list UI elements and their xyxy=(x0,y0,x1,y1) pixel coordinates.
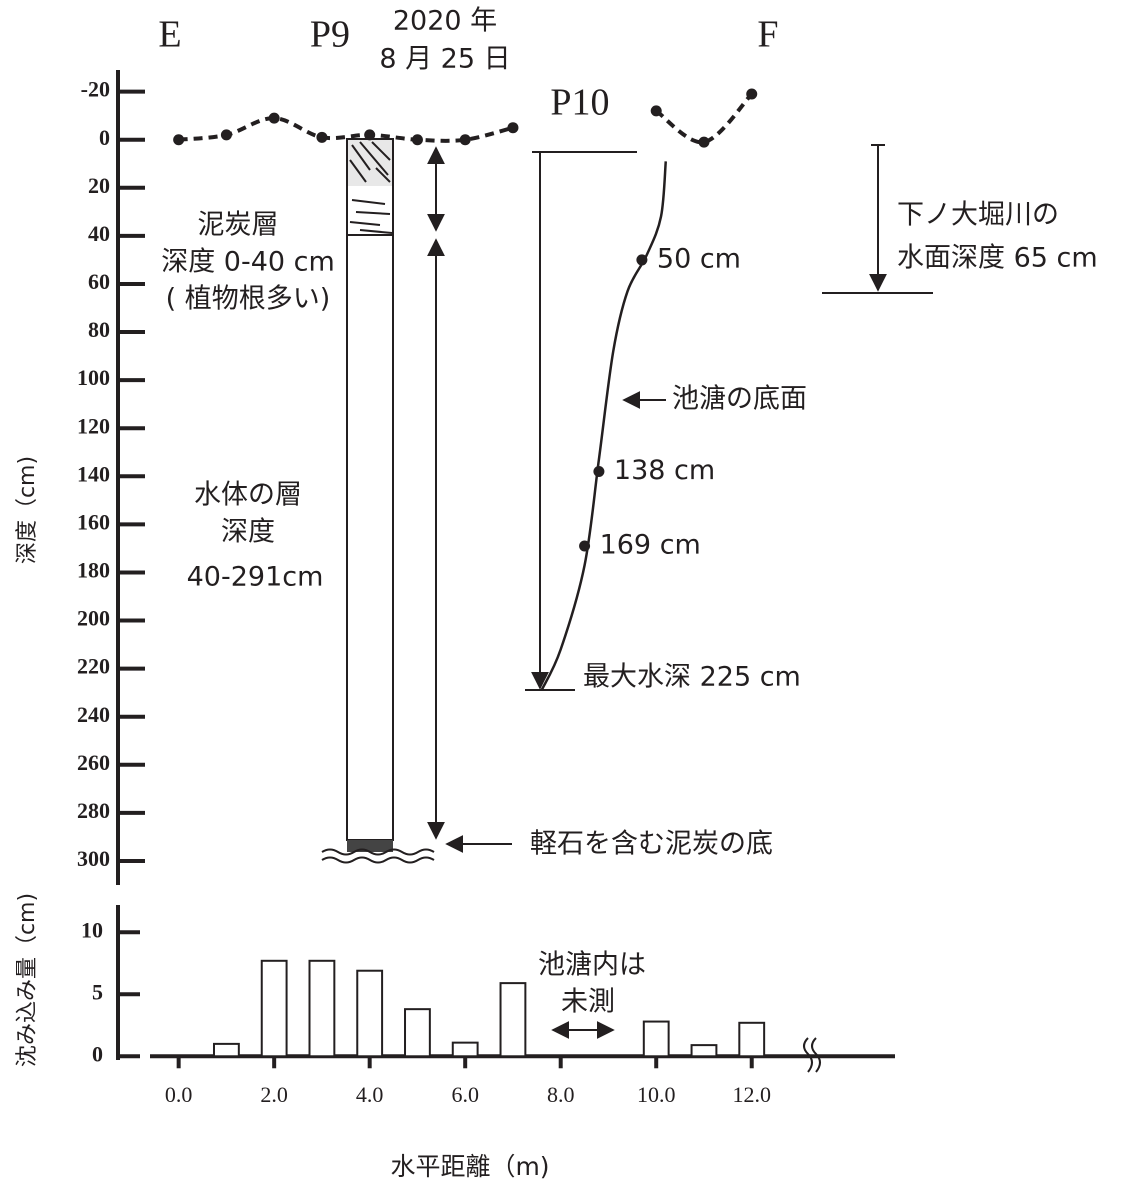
annotation: 8 月 25 日 xyxy=(379,44,510,75)
y-tick-label: 100 xyxy=(77,365,110,390)
x-axis-label: 水平距離（m) xyxy=(390,1152,549,1181)
annotation: 水面深度 65 cm xyxy=(897,243,1098,274)
bar xyxy=(356,969,384,1058)
point-marker xyxy=(746,88,758,100)
y-tick-label: -20 xyxy=(81,77,110,102)
y-tick-label: 260 xyxy=(77,750,110,775)
guide-arrows xyxy=(427,144,933,1073)
point-marker xyxy=(650,105,662,117)
x-tick-label: 12.0 xyxy=(732,1082,771,1107)
y-tick-label: 0 xyxy=(99,125,110,150)
annotation: 40-291cm xyxy=(187,562,324,593)
y-tick-label: 20 xyxy=(88,173,110,198)
point-marker xyxy=(173,134,185,146)
y-tick-label: 80 xyxy=(88,317,110,342)
x-tick-label: 4.0 xyxy=(356,1082,384,1107)
annotation: 池溏の底面 xyxy=(672,384,807,415)
point-marker xyxy=(698,136,710,148)
annotation: ( 植物根多い) xyxy=(166,284,331,315)
annotation: 水体の層 xyxy=(194,480,302,511)
y-tick-label: 240 xyxy=(77,702,110,727)
y-tick-label: 280 xyxy=(77,798,110,823)
y-tick-label: 220 xyxy=(77,654,110,679)
bar xyxy=(404,1008,431,1058)
annotation: 下ノ大堀川の xyxy=(897,200,1059,231)
point-marker xyxy=(268,112,280,124)
annotation: P9 xyxy=(310,14,350,56)
x-tick-label: 2.0 xyxy=(260,1082,288,1107)
y-tick-label: 120 xyxy=(77,413,110,438)
annotation: F xyxy=(757,14,778,56)
bar xyxy=(738,1021,766,1058)
annotation: E xyxy=(158,14,181,56)
bar xyxy=(260,959,288,1058)
point-marker xyxy=(507,122,519,134)
annotation: 泥炭層 xyxy=(198,210,279,241)
y-tick-label: 140 xyxy=(77,461,110,486)
point-label: 50 cm xyxy=(657,243,741,274)
y-axis-label: 深度（cm) xyxy=(15,456,40,564)
x-tick-label: 0.0 xyxy=(165,1082,193,1107)
annotation: P10 xyxy=(550,82,609,124)
point-marker xyxy=(364,129,376,141)
bar xyxy=(212,1042,240,1058)
x-tick-label: 6.0 xyxy=(451,1082,479,1107)
y-tick-label: 5 xyxy=(92,979,103,1004)
annotation: 軽石を含む泥炭の底 xyxy=(530,829,773,860)
y-tick-label: 0 xyxy=(92,1041,103,1066)
annotation: 深度 xyxy=(221,517,275,548)
y-tick-label: 200 xyxy=(77,606,110,631)
point-marker xyxy=(459,134,471,146)
point-marker xyxy=(579,540,591,552)
point-label: 169 cm xyxy=(600,530,701,561)
y-tick-label: 160 xyxy=(77,509,110,534)
annotation: 最大水深 225 cm xyxy=(583,662,801,693)
point-marker xyxy=(636,254,648,266)
bar xyxy=(308,959,336,1058)
y-tick-label: 300 xyxy=(77,846,110,871)
annotation: 深度 0-40 cm xyxy=(161,247,335,278)
point-marker xyxy=(593,465,605,477)
y-tick-label: 40 xyxy=(88,221,110,246)
x-tick-label: 10.0 xyxy=(637,1082,676,1107)
y-tick-label: 10 xyxy=(81,917,103,942)
y-tick-label: 60 xyxy=(88,269,110,294)
annotation: 池溏内は xyxy=(538,950,646,981)
annotation: 未測 xyxy=(561,987,615,1018)
profile-line xyxy=(540,161,668,691)
point-marker xyxy=(220,129,232,141)
x-tick-label: 8.0 xyxy=(547,1082,575,1107)
bar xyxy=(451,1041,479,1058)
bar xyxy=(499,982,527,1058)
core-column xyxy=(321,138,435,864)
y-axis-label: 沈み込み量（cm) xyxy=(15,893,40,1067)
annotation: 2020 年 xyxy=(393,6,497,37)
point-label: 138 cm xyxy=(614,455,715,486)
y-tick-label: 180 xyxy=(77,558,110,583)
point-marker xyxy=(316,131,328,143)
bar xyxy=(642,1020,670,1058)
bar xyxy=(690,1044,718,1058)
point-marker xyxy=(411,134,423,146)
